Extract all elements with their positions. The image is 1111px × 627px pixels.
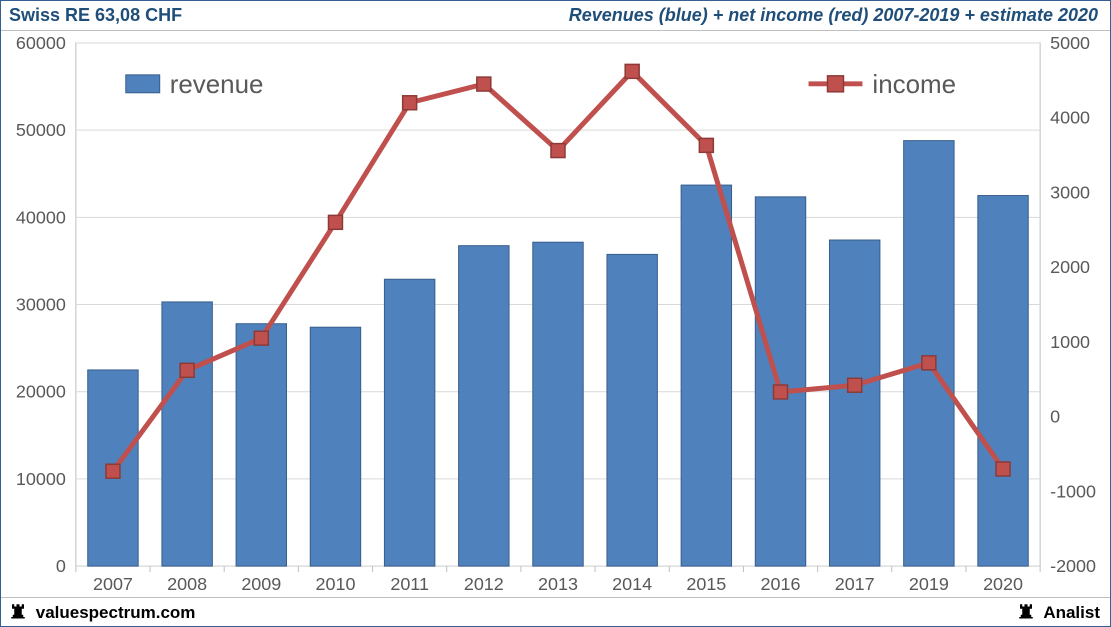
svg-text:2019: 2019 [909,574,949,594]
svg-text:-1000: -1000 [1050,481,1096,501]
footer-right-text: Analist [1043,603,1100,622]
svg-text:2011: 2011 [390,574,429,594]
svg-text:0: 0 [1050,407,1060,427]
svg-text:50000: 50000 [16,120,66,140]
svg-text:10000: 10000 [16,469,66,489]
footer-right: Analist [1017,602,1100,623]
svg-text:2000: 2000 [1050,257,1090,277]
rook-icon [1017,602,1035,620]
svg-text:20000: 20000 [16,382,66,402]
chart-svg: 0100002000030000400005000060000-2000-100… [1,33,1110,598]
svg-text:2007: 2007 [93,574,133,594]
svg-text:0: 0 [56,556,66,576]
svg-text:2014: 2014 [612,574,652,594]
rook-icon [9,602,27,620]
chart-container: Swiss RE 63,08 CHF Revenues (blue) + net… [0,0,1111,627]
svg-text:4000: 4000 [1050,108,1090,128]
svg-text:5000: 5000 [1050,33,1090,53]
svg-text:2012: 2012 [464,574,504,594]
chart-plot: 0100002000030000400005000060000-2000-100… [1,33,1110,598]
chart-title-left: Swiss RE 63,08 CHF [9,5,182,26]
svg-text:2008: 2008 [167,574,207,594]
svg-text:2013: 2013 [538,574,578,594]
chart-title-right: Revenues (blue) + net income (red) 2007-… [569,5,1098,26]
svg-text:2015: 2015 [686,574,726,594]
footer-left-text: valuespectrum.com [36,603,196,622]
svg-text:2016: 2016 [761,574,801,594]
svg-text:-2000: -2000 [1050,556,1096,576]
svg-text:3000: 3000 [1050,182,1090,202]
svg-text:40000: 40000 [16,207,66,227]
svg-text:2020: 2020 [983,574,1023,594]
footer-left: valuespectrum.com [9,602,195,623]
svg-text:2017: 2017 [835,574,875,594]
svg-text:income: income [872,71,956,99]
svg-text:2009: 2009 [241,574,281,594]
svg-text:2010: 2010 [316,574,356,594]
chart-footer: valuespectrum.com Analist [1,597,1110,626]
svg-text:1000: 1000 [1050,332,1090,352]
svg-text:30000: 30000 [16,295,66,315]
svg-text:revenue: revenue [170,71,264,99]
chart-header: Swiss RE 63,08 CHF Revenues (blue) + net… [1,1,1110,31]
svg-text:60000: 60000 [16,33,66,53]
